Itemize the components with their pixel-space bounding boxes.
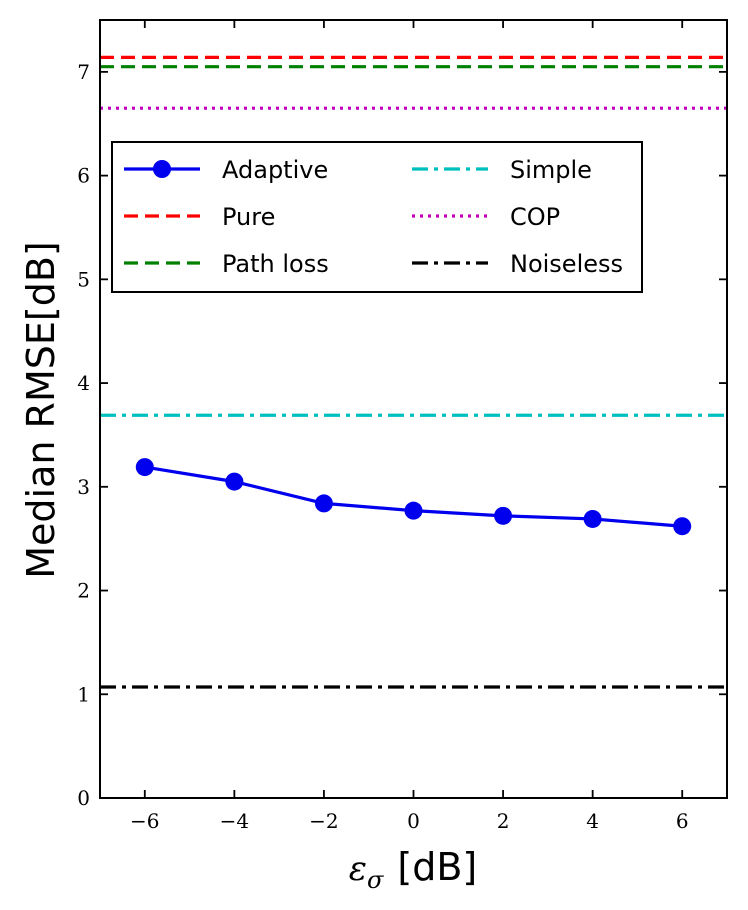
x-tick-label: 6 bbox=[676, 809, 689, 833]
y-tick-label: 3 bbox=[77, 475, 90, 499]
legend-label-noiseless: Noiseless bbox=[510, 250, 623, 278]
series-layer bbox=[100, 55, 727, 689]
x-axis-symbol: ε bbox=[349, 849, 367, 889]
legend-label-simple: Simple bbox=[510, 156, 592, 184]
y-tick-label: 0 bbox=[77, 786, 90, 810]
legend-label-cop: COP bbox=[510, 203, 560, 231]
series-adaptive-point bbox=[314, 494, 333, 513]
series-adaptive-point bbox=[225, 472, 244, 491]
ticks-layer: −6 −4 −2 0 2 4 6 0 1 2 3 4 5 6 7 bbox=[77, 20, 727, 833]
x-axis-label: εσ [dB] bbox=[349, 845, 477, 894]
x-axis-unit: [dB] bbox=[397, 845, 477, 889]
x-tick-label: −4 bbox=[220, 809, 249, 833]
legend-label-path-loss: Path loss bbox=[222, 250, 329, 278]
series-adaptive-point bbox=[673, 517, 692, 536]
plot-frame bbox=[99, 19, 728, 799]
series-adaptive-point bbox=[404, 501, 423, 520]
y-tick-label: 2 bbox=[77, 579, 90, 603]
legend-marker-adaptive bbox=[153, 160, 171, 178]
y-tick-label: 6 bbox=[77, 164, 90, 188]
y-tick-label: 4 bbox=[77, 371, 90, 395]
x-tick-label: 4 bbox=[586, 809, 599, 833]
legend-label-pure: Pure bbox=[222, 203, 275, 231]
y-tick-label: 5 bbox=[77, 267, 90, 291]
x-tick-label: −2 bbox=[309, 809, 338, 833]
series-adaptive-point bbox=[583, 509, 602, 528]
x-tick-label: 0 bbox=[407, 809, 420, 833]
y-axis-label: Median RMSE[dB] bbox=[19, 241, 63, 578]
legend-box bbox=[111, 141, 643, 293]
legend-label-adaptive: Adaptive bbox=[222, 156, 328, 184]
y-tick-label: 7 bbox=[77, 60, 90, 84]
legend: Adaptive Pure Path loss Simple COP Noiseless bbox=[111, 141, 643, 293]
x-axis-subscript: σ bbox=[367, 866, 384, 894]
series-adaptive-point bbox=[135, 458, 154, 477]
x-tick-label: −6 bbox=[130, 809, 159, 833]
x-tick-label: 2 bbox=[497, 809, 510, 833]
y-tick-label: 1 bbox=[77, 682, 90, 706]
series-adaptive-point bbox=[494, 506, 513, 525]
